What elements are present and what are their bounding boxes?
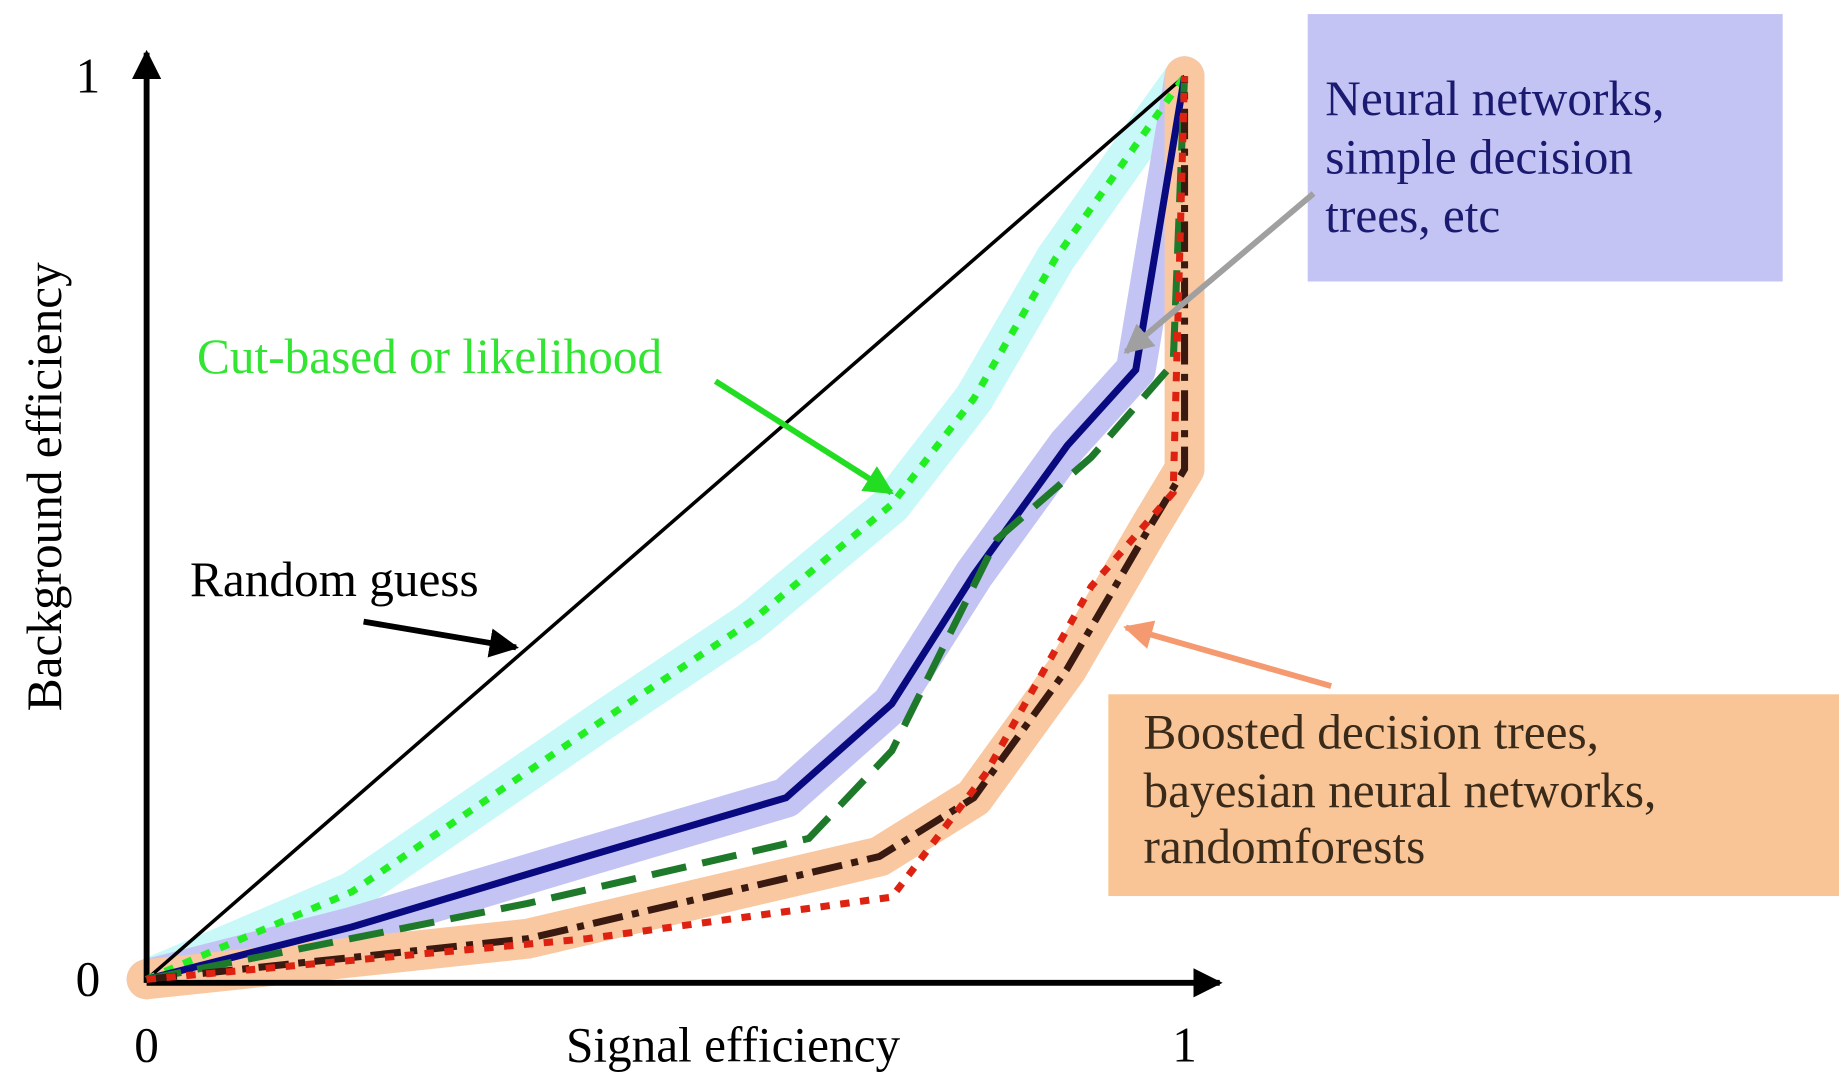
annotation: Cut-based or likelihood bbox=[197, 329, 662, 384]
arrow bbox=[1123, 191, 1316, 355]
annotation: Boosted decision trees, bayesian neural … bbox=[1144, 704, 1669, 874]
axes bbox=[131, 49, 1223, 998]
series-line bbox=[145, 74, 1186, 981]
annotation-box bbox=[1108, 694, 1839, 897]
y-axis-label: Background efficiency bbox=[17, 262, 72, 711]
x-tick-label: 1 bbox=[1172, 1017, 1197, 1072]
arrow bbox=[363, 618, 519, 658]
series-line bbox=[145, 74, 1188, 983]
series-line bbox=[145, 75, 1189, 983]
x-tick-label: 0 bbox=[134, 1017, 159, 1072]
arrow bbox=[1123, 620, 1332, 689]
band bbox=[126, 56, 1205, 1000]
annotation: Neural networks, simple decision trees, … bbox=[1325, 71, 1676, 243]
annotation: Random guess bbox=[190, 552, 479, 607]
annotation-box bbox=[1307, 14, 1783, 282]
x-axis-label: Signal efficiency bbox=[566, 1017, 901, 1072]
y-tick-label: 1 bbox=[76, 49, 101, 104]
series-line bbox=[146, 76, 1189, 983]
lines bbox=[145, 74, 1189, 983]
series-line bbox=[145, 76, 1189, 983]
arrow bbox=[713, 378, 894, 496]
y-tick-label: 0 bbox=[76, 952, 101, 1007]
